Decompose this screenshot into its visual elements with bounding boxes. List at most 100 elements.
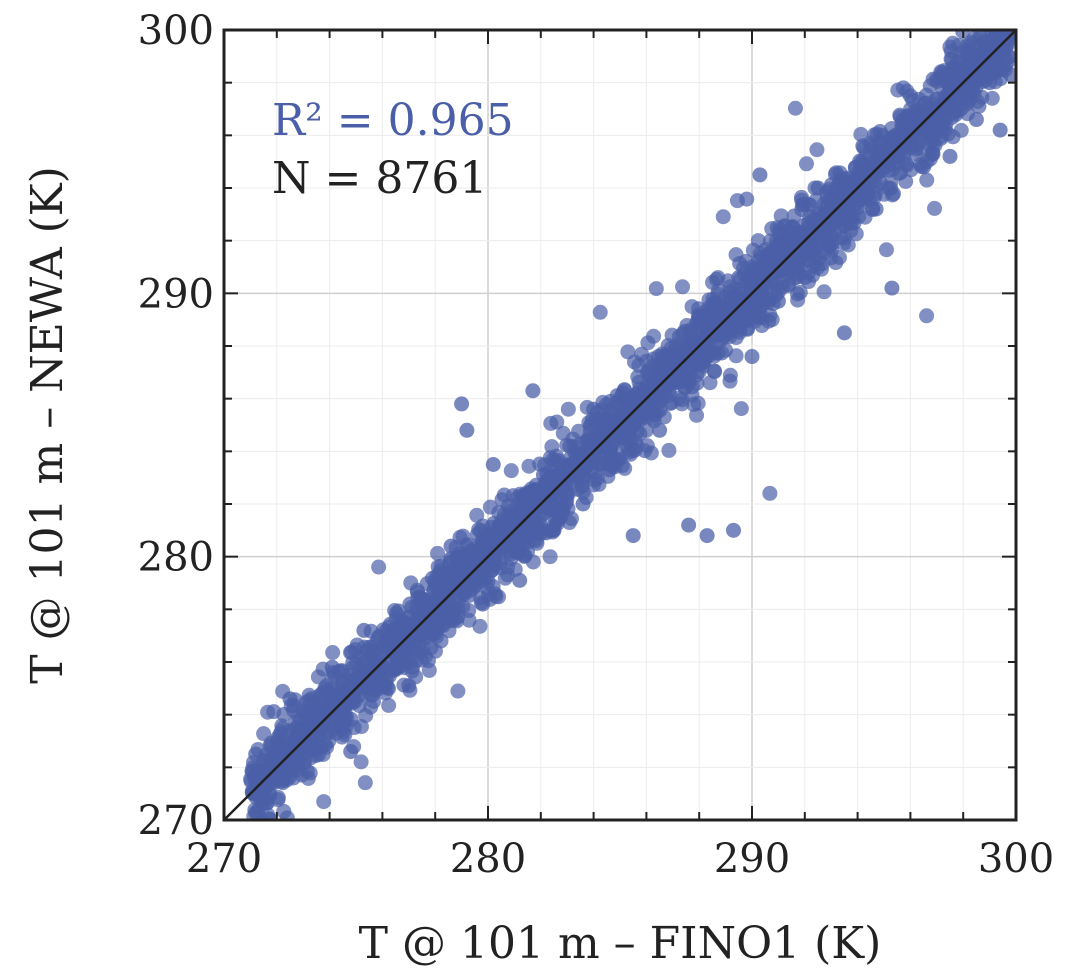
scatter-point <box>990 2 1005 17</box>
scatter-point <box>276 803 292 819</box>
scatter-point <box>324 659 340 675</box>
scatter-point <box>798 156 814 172</box>
scatter-point <box>302 765 318 781</box>
scatter-point <box>472 618 488 634</box>
scatter-point <box>310 669 326 685</box>
scatter-point <box>786 208 802 224</box>
scatter-point <box>662 387 678 403</box>
scatter-point <box>542 549 558 565</box>
scatter-point <box>995 15 1010 30</box>
scatter-point <box>755 295 771 311</box>
scatter-point <box>368 642 384 658</box>
scatter-point <box>954 0 969 12</box>
scatter-point <box>680 357 696 373</box>
scatter-point <box>571 423 587 439</box>
scatter-point <box>975 57 991 73</box>
scatter-point <box>325 645 341 661</box>
scatter-point <box>1000 30 1005 31</box>
scatter-point <box>248 746 264 762</box>
scatter-point <box>368 678 384 694</box>
y-tick-label: 270 <box>138 798 214 844</box>
y-axis-title: T @ 101 m – NEWA (K) <box>22 166 73 684</box>
scatter-point <box>345 695 361 711</box>
scatter-point <box>943 51 959 67</box>
scatter-point <box>560 401 576 417</box>
scatter-point <box>691 309 707 325</box>
scatter-point <box>638 404 654 420</box>
scatter-point <box>640 335 656 351</box>
scatter-point <box>408 653 424 669</box>
scatter-point <box>430 545 446 561</box>
scatter-point <box>387 622 403 638</box>
scatter-point <box>577 457 593 473</box>
scatter-point <box>631 374 647 390</box>
scatter-point <box>516 510 532 526</box>
scatter-point <box>946 100 962 116</box>
scatter-point <box>878 242 894 258</box>
scatter-point <box>996 13 1011 28</box>
scatter-point <box>319 724 335 740</box>
scatter-point <box>998 40 1014 56</box>
scatter-point <box>311 747 327 763</box>
scatter-point <box>575 496 591 512</box>
scatter-point <box>742 270 758 286</box>
scatter-point <box>593 416 609 432</box>
scatter-point <box>728 348 744 364</box>
scatter-point <box>391 603 407 619</box>
scatter-point <box>699 528 715 544</box>
scatter-point <box>512 572 528 588</box>
scatter-point <box>700 346 716 362</box>
scatter-point <box>587 445 603 461</box>
scatter-point <box>970 0 985 10</box>
scatter-point <box>992 1 1007 16</box>
scatter-point <box>618 430 634 446</box>
scatter-point <box>652 422 668 438</box>
scatter-point <box>773 208 789 224</box>
scatter-point <box>982 75 998 91</box>
scatter-point <box>401 678 417 694</box>
scatter-point <box>266 704 282 720</box>
scatter-point <box>810 180 826 196</box>
scatter-point <box>686 396 702 412</box>
scatter-point <box>489 535 505 551</box>
scatter-point <box>615 385 631 401</box>
scatter-point <box>942 148 958 164</box>
scatter-point <box>366 657 382 673</box>
x-tick-label: 280 <box>450 836 526 882</box>
scatter-point <box>906 137 922 153</box>
scatter-point <box>521 527 537 543</box>
y-tick-label: 280 <box>138 535 214 581</box>
scatter-point <box>731 270 747 286</box>
scatter-point <box>465 580 481 596</box>
scatter-point <box>343 744 359 760</box>
scatter-point <box>837 185 853 201</box>
scatter-point <box>625 528 641 544</box>
scatter-point <box>485 457 501 472</box>
scatter-point <box>454 396 470 412</box>
scatter-point <box>919 308 935 324</box>
scatter-point <box>999 6 1014 21</box>
scatter-point <box>259 795 275 811</box>
scatter-point <box>857 209 873 225</box>
scatter-point <box>876 186 892 202</box>
scatter-point <box>357 775 373 791</box>
scatter-point <box>426 582 442 598</box>
scatter-point <box>898 118 914 134</box>
scatter-point <box>269 765 285 781</box>
scatter-point <box>248 805 264 820</box>
scatter-point <box>830 203 846 219</box>
scatter-point <box>726 522 742 538</box>
scatter-point <box>674 336 690 352</box>
scatter-point <box>814 256 830 272</box>
scatter-point <box>620 344 636 360</box>
scatter-point <box>665 349 681 365</box>
scatter-point <box>1003 67 1016 83</box>
scatter-point <box>533 520 549 536</box>
scatter-point <box>892 10 907 25</box>
scatter-point <box>538 495 554 511</box>
scatter-point <box>832 165 848 181</box>
scatter-point <box>955 80 971 96</box>
scatter-point <box>702 375 718 391</box>
scatter-point <box>730 285 746 301</box>
scatter-point <box>535 467 551 483</box>
